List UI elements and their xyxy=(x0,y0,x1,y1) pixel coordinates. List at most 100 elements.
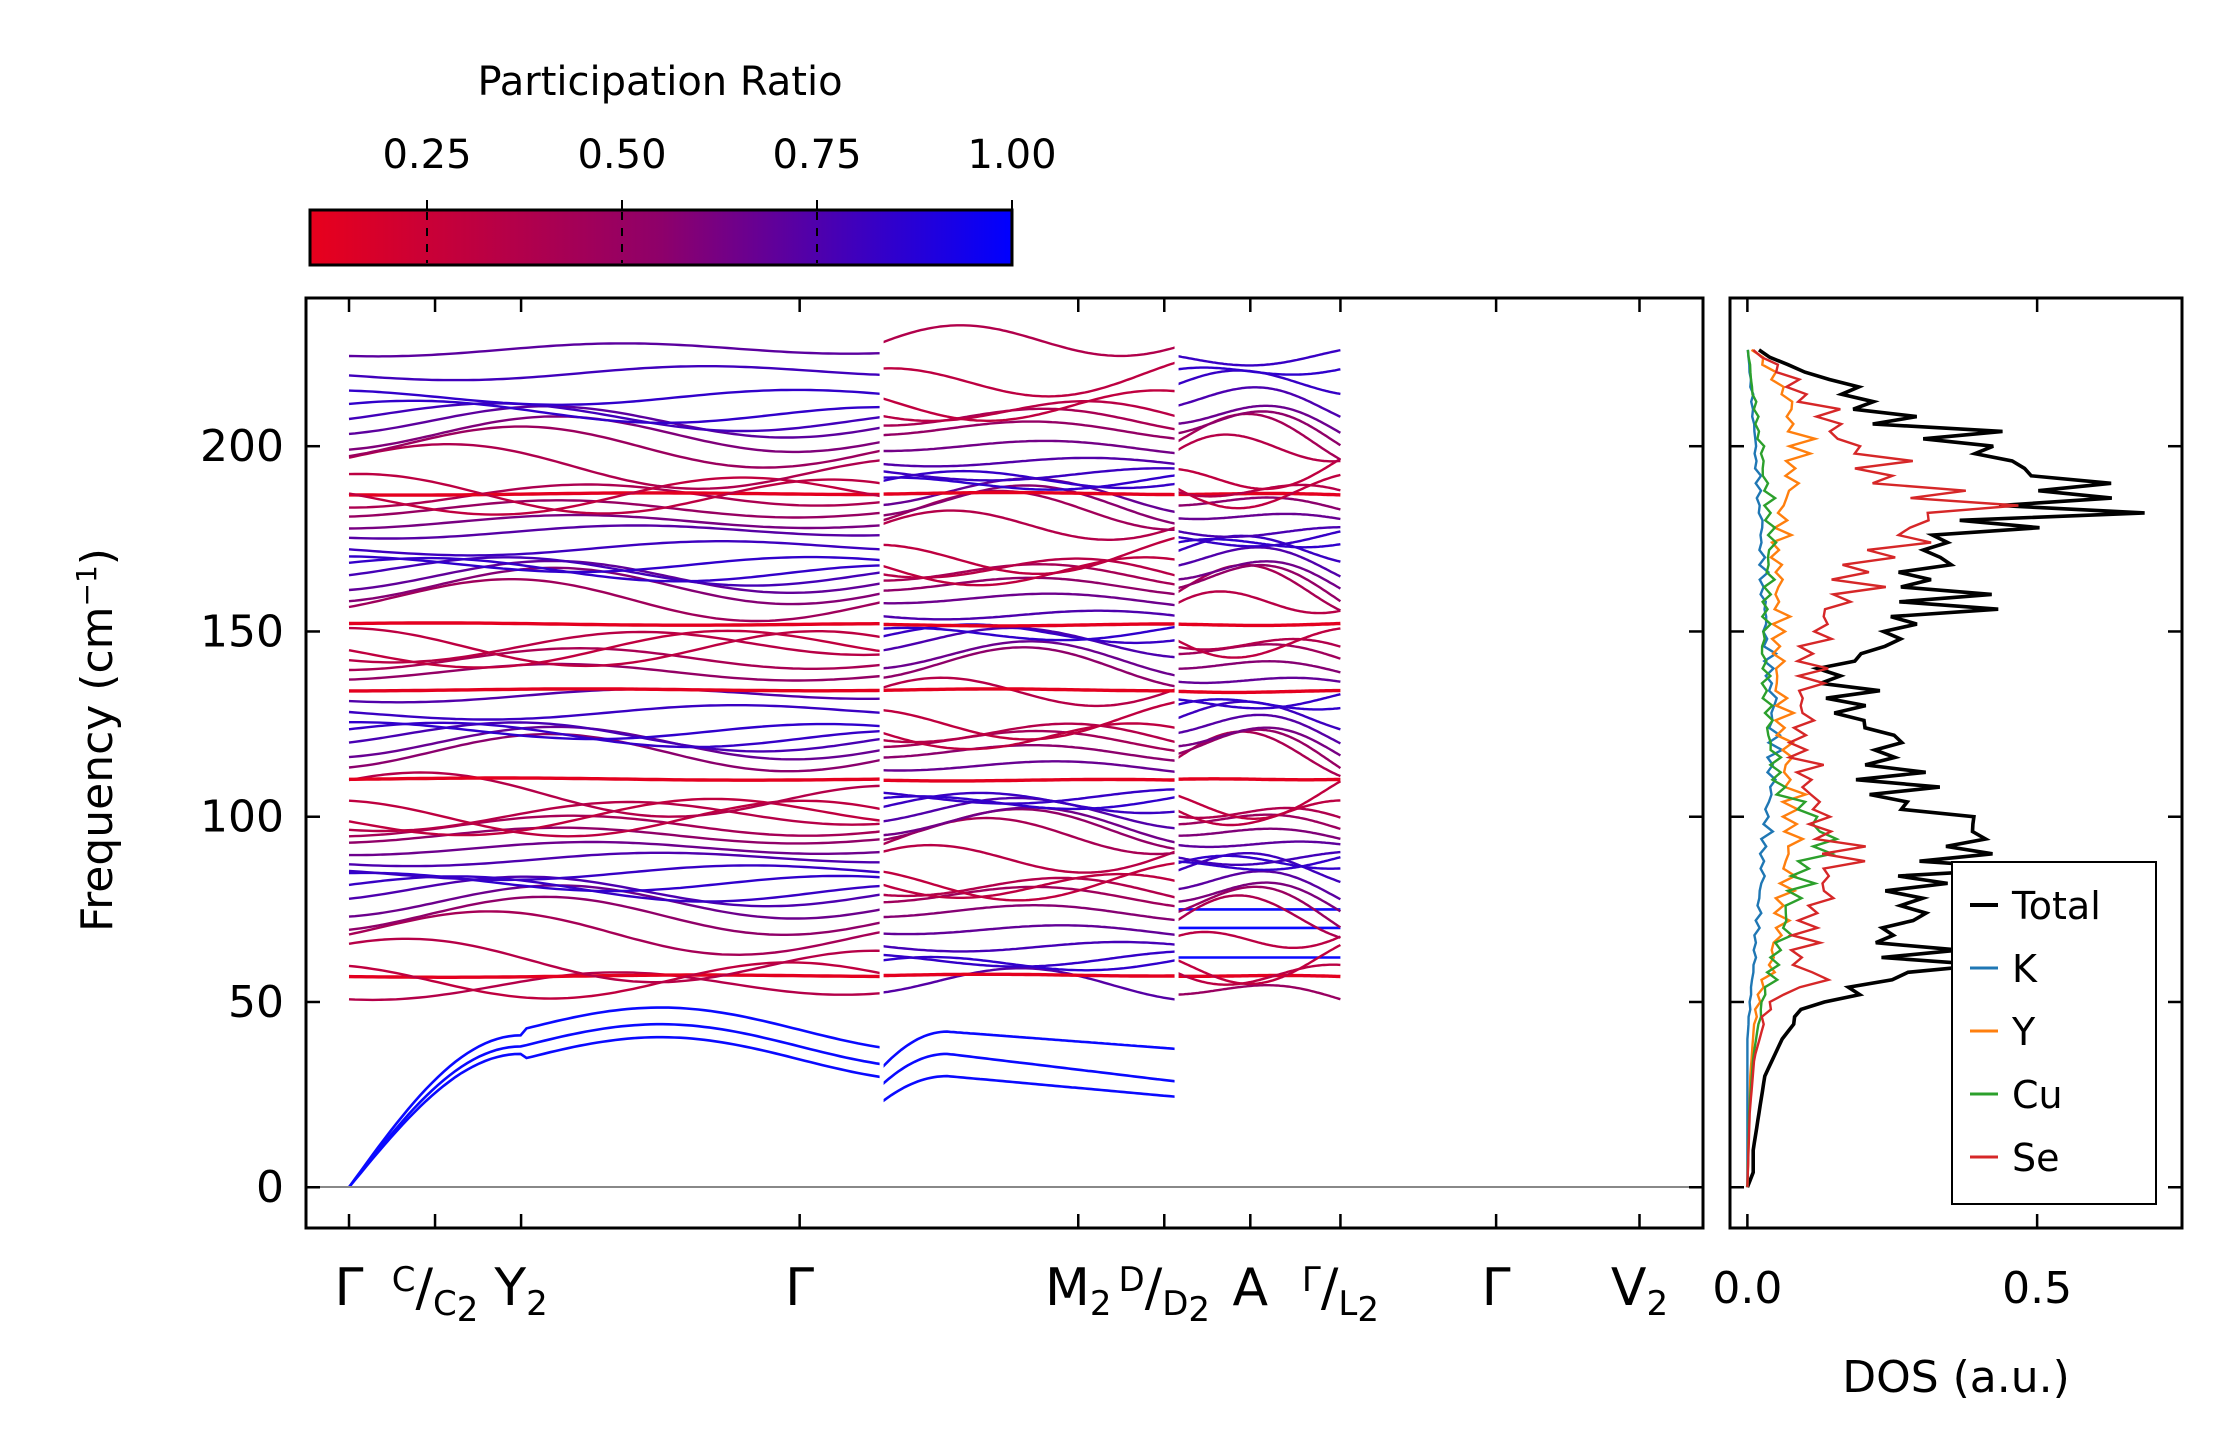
optical-branch xyxy=(881,467,1177,482)
optical-branch xyxy=(1176,698,1341,711)
optical-branch xyxy=(1176,693,1341,710)
optical-branch xyxy=(881,904,1177,922)
optical-branch xyxy=(881,407,1177,431)
optical-branch xyxy=(1176,726,1342,757)
optical-branch xyxy=(881,924,1177,937)
optical-branch xyxy=(1176,854,1341,870)
optical-branch xyxy=(348,578,882,623)
optical-branch xyxy=(1176,526,1341,538)
band-axes-frame xyxy=(304,296,1705,1230)
legend-box xyxy=(1951,861,2157,1205)
colorbar-tick-label: 1.00 xyxy=(967,132,1056,178)
optical-branch xyxy=(1176,870,1341,901)
dos-line-cu xyxy=(1746,349,1841,1188)
frequency-axis-title: Frequency (cm−1) xyxy=(70,548,123,932)
optical-branch xyxy=(881,950,1177,968)
k-label-a: A xyxy=(1233,1258,1269,1318)
colorbar: Participation Ratio 0.25 0.50 0.75 1.00 xyxy=(308,59,1057,267)
dos-curves xyxy=(1745,348,2145,1188)
optical-branch xyxy=(881,722,1177,744)
optical-branch xyxy=(1176,621,1341,628)
optical-branch xyxy=(881,439,1177,455)
optical-branch xyxy=(348,621,882,627)
dos-axis: 0.0 0.5 xyxy=(1712,298,2182,1314)
k-label-gamma-l2: Γ/L2 xyxy=(1302,1258,1379,1330)
optical-branch xyxy=(881,536,1177,575)
optical-branch xyxy=(348,555,882,574)
optical-branch xyxy=(881,622,1177,628)
optical-branch xyxy=(348,704,882,721)
optical-branch xyxy=(1176,366,1341,376)
optical-branch xyxy=(348,425,882,469)
optical-branch xyxy=(881,795,1177,811)
colorbar-title: Participation Ratio xyxy=(477,59,842,105)
optical-branch xyxy=(348,559,882,594)
optical-branch xyxy=(348,910,882,957)
optical-branch xyxy=(348,721,882,753)
optical-branch xyxy=(881,729,1177,753)
optical-branch xyxy=(1176,827,1341,840)
acoustic-branch xyxy=(880,1074,1177,1104)
optical-branch xyxy=(1175,563,1341,612)
optical-branch xyxy=(881,625,1177,642)
optical-branch xyxy=(1176,537,1341,549)
optical-branch xyxy=(348,556,882,583)
optical-branch xyxy=(881,490,1177,497)
optical-branch xyxy=(348,646,882,672)
optical-branch xyxy=(348,472,882,515)
optical-branch xyxy=(1176,799,1341,827)
optical-branch xyxy=(348,895,882,936)
optical-branch xyxy=(349,776,882,782)
optical-branch xyxy=(348,566,882,606)
optical-branch xyxy=(1176,386,1341,418)
dos-line-y xyxy=(1746,348,1820,1188)
optical-branch xyxy=(1176,777,1341,782)
optical-branch xyxy=(348,402,882,433)
optical-branch xyxy=(1176,560,1342,590)
optical-branch xyxy=(349,687,882,693)
optical-branch xyxy=(348,732,882,773)
dos-axes-frame xyxy=(1728,296,2184,1230)
optical-branch xyxy=(348,826,882,845)
optical-branch xyxy=(881,509,1177,541)
acoustic-branch xyxy=(880,1030,1177,1069)
optical-branch xyxy=(881,676,1178,708)
colorbar-tick-labels: 0.25 0.50 0.75 1.00 xyxy=(382,132,1056,178)
acoustic-branch xyxy=(347,1022,882,1188)
optical-branch xyxy=(881,885,1177,908)
legend-label-y: Y xyxy=(2011,1010,2036,1054)
frequency-axis: 0 50 100 150 200 xyxy=(200,421,1703,1213)
optical-branch xyxy=(1176,627,1341,659)
optical-branch xyxy=(1176,563,1342,603)
colorbar-gradient xyxy=(308,208,1014,267)
optical-branch xyxy=(1176,806,1341,820)
optical-branch xyxy=(348,524,882,540)
optical-branch xyxy=(881,556,1177,587)
optical-branch xyxy=(1176,457,1342,491)
k-label-d-d2: D/D2 xyxy=(1119,1258,1211,1330)
dos-line-k xyxy=(1746,349,1785,1188)
dos-x-tick-label: 0.0 xyxy=(1712,1263,1782,1314)
legend-label-total: Total xyxy=(2011,884,2101,928)
optical-branch xyxy=(881,966,1177,1001)
optical-branch xyxy=(881,456,1177,468)
k-path-axis: Γ C/C2 Y2 Γ M2D/D2 A Γ/L2 Γ V2 xyxy=(335,298,1668,1330)
optical-branch xyxy=(348,937,882,984)
optical-branch xyxy=(348,630,882,664)
optical-branch xyxy=(348,399,882,424)
colorbar-tick-label: 0.50 xyxy=(577,132,666,178)
dos-line-se xyxy=(1746,348,2019,1188)
acoustic-branch xyxy=(880,1052,1177,1087)
optical-branch xyxy=(348,799,882,838)
acoustic-branch xyxy=(347,1006,882,1188)
optical-branch xyxy=(349,840,882,857)
y-tick-label: 150 xyxy=(200,606,284,657)
optical-branch xyxy=(348,365,882,382)
optical-branch xyxy=(881,609,1177,621)
legend-label-cu: Cu xyxy=(2012,1073,2063,1117)
dos-line-total xyxy=(1745,348,2145,1188)
optical-branch xyxy=(348,721,882,749)
optical-branch xyxy=(348,864,882,882)
optical-branch xyxy=(348,540,882,557)
